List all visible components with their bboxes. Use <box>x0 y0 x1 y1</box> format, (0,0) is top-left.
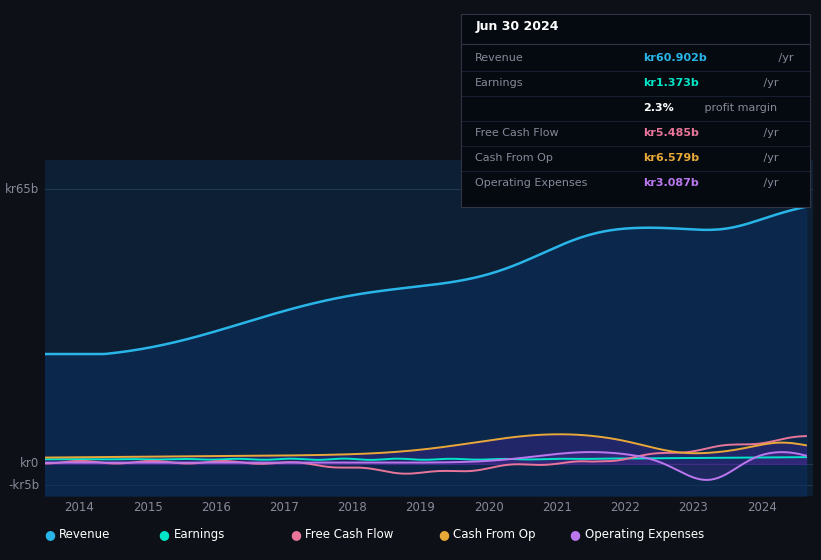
Text: Free Cash Flow: Free Cash Flow <box>475 128 559 138</box>
Text: kr6.579b: kr6.579b <box>643 153 699 163</box>
Text: Operating Expenses: Operating Expenses <box>475 178 588 188</box>
Text: Cash From Op: Cash From Op <box>453 528 535 542</box>
Text: kr60.902b: kr60.902b <box>643 53 707 63</box>
Text: kr3.087b: kr3.087b <box>643 178 699 188</box>
Text: Earnings: Earnings <box>174 528 226 542</box>
Text: kr5.485b: kr5.485b <box>643 128 699 138</box>
Text: Free Cash Flow: Free Cash Flow <box>305 528 394 542</box>
Text: 2.3%: 2.3% <box>643 103 673 113</box>
Text: Jun 30 2024: Jun 30 2024 <box>475 20 559 33</box>
Text: Revenue: Revenue <box>59 528 111 542</box>
Text: ●: ● <box>290 528 301 542</box>
Text: kr65b: kr65b <box>5 183 39 195</box>
Text: /yr: /yr <box>775 53 793 63</box>
Text: /yr: /yr <box>760 78 778 88</box>
Text: Revenue: Revenue <box>475 53 524 63</box>
Text: ●: ● <box>158 528 170 542</box>
Text: Operating Expenses: Operating Expenses <box>585 528 704 542</box>
Text: kr0: kr0 <box>21 458 39 470</box>
Text: kr1.373b: kr1.373b <box>643 78 699 88</box>
Text: ●: ● <box>569 528 580 542</box>
Text: profit margin: profit margin <box>701 103 777 113</box>
Text: ●: ● <box>44 528 55 542</box>
Text: Earnings: Earnings <box>475 78 524 88</box>
Text: /yr: /yr <box>760 153 778 163</box>
Text: /yr: /yr <box>760 178 778 188</box>
Text: -kr5b: -kr5b <box>8 479 39 492</box>
Text: /yr: /yr <box>760 128 778 138</box>
Text: Cash From Op: Cash From Op <box>475 153 553 163</box>
Text: ●: ● <box>438 528 449 542</box>
